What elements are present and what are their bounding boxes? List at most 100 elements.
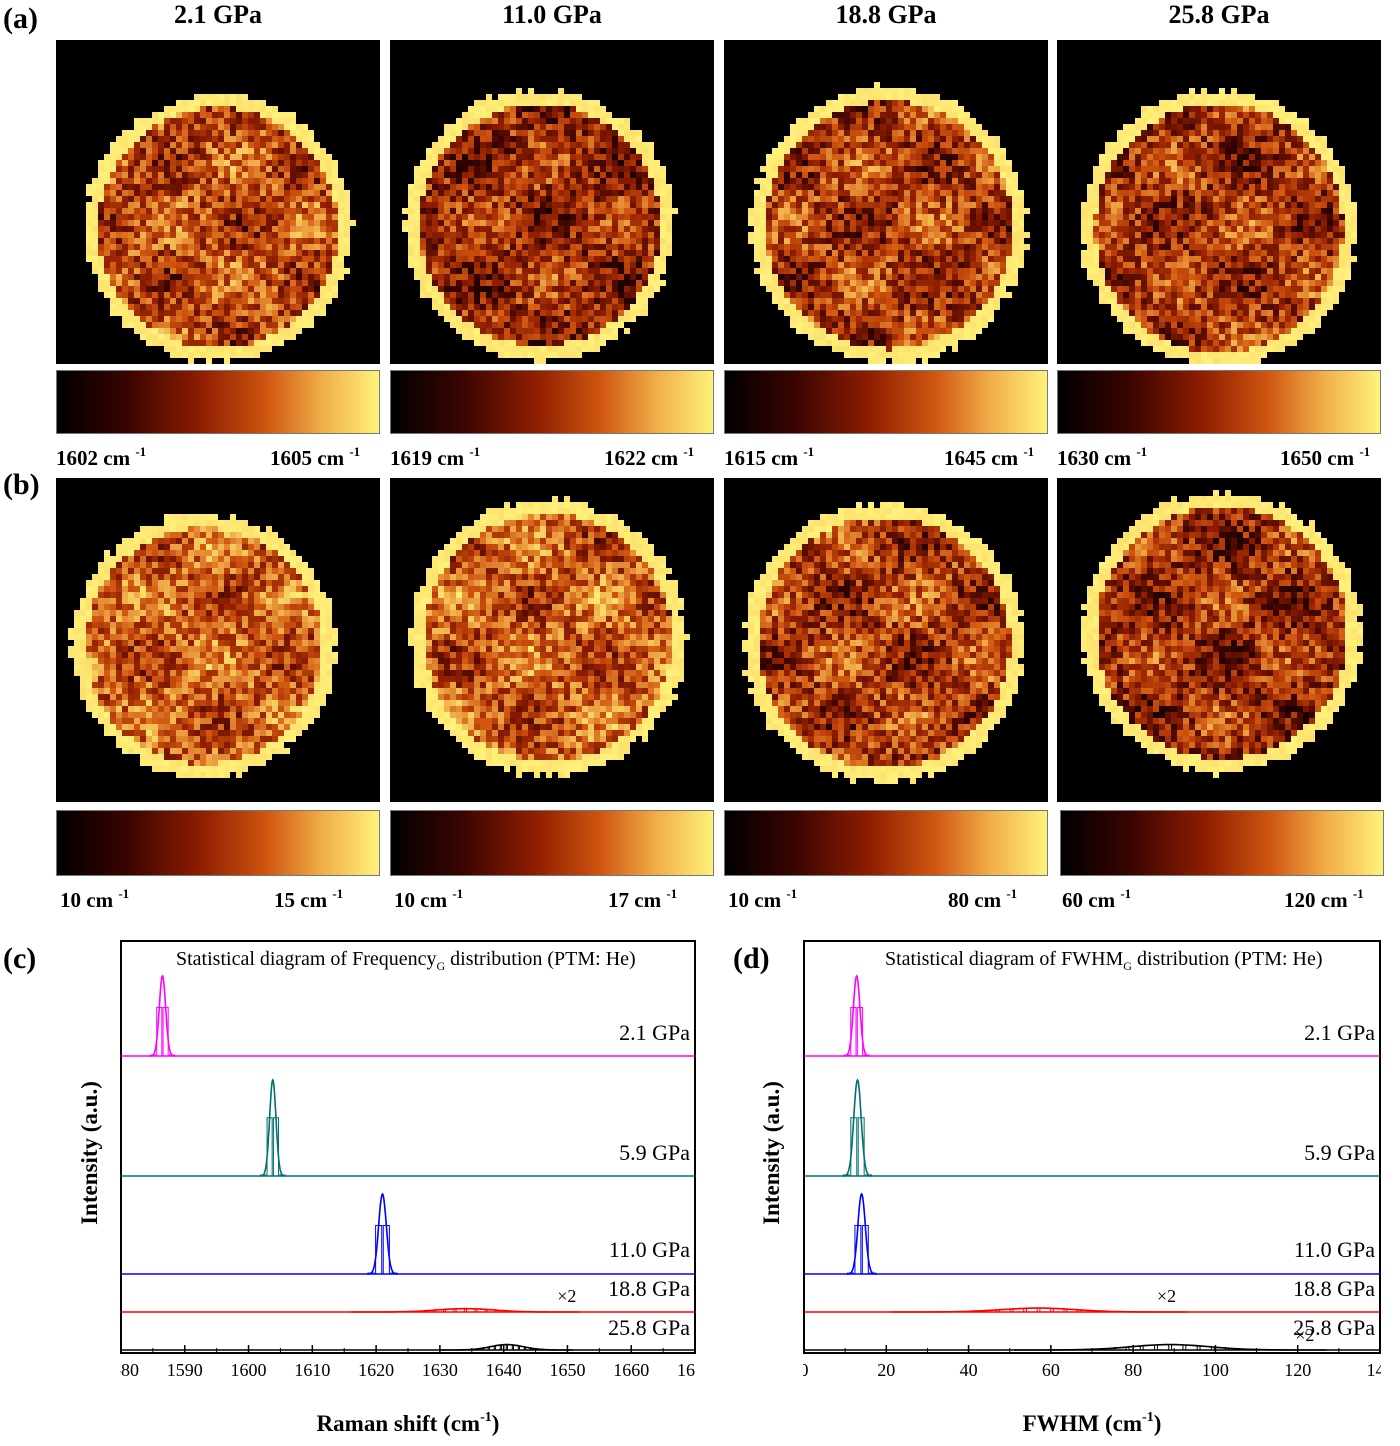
series-18-8-gpa: 18.8 GPa ×2	[121, 1276, 695, 1313]
colorbar-b2-min: 10 cm -1	[394, 886, 464, 912]
histogram-bar	[455, 1308, 465, 1313]
map-pixels	[1081, 88, 1357, 364]
map-pixels	[748, 82, 1030, 364]
histogram-bar	[506, 1344, 513, 1351]
x-tick-label: 0	[803, 1360, 809, 1376]
chart-d-xlabel: FWHM (cm-1)	[1022, 1410, 1162, 1436]
series-curve	[149, 974, 176, 1057]
x-tick-label: 1630	[422, 1360, 458, 1376]
histogram-bar	[279, 1174, 286, 1177]
frequency-map-2-1-gpa	[56, 40, 380, 364]
histogram-bar	[434, 1309, 444, 1313]
histogram-bar	[500, 1344, 507, 1351]
colorbar-b4	[1060, 810, 1384, 876]
histogram-bar	[1100, 1348, 1113, 1351]
histogram-bar	[1066, 1308, 1079, 1313]
chart-frequency: 1580 1590 1600 1610 1620 1630 1640 1650 1660 1670…	[103, 940, 713, 1380]
histogram-bar	[525, 1347, 531, 1351]
colorbar-b3-min: 10 cm -1	[728, 886, 798, 912]
histogram-bar	[512, 1344, 519, 1351]
series-curve	[1013, 1343, 1327, 1351]
histogram-bar	[266, 1117, 273, 1177]
map-pixels	[68, 514, 338, 778]
histogram-bar	[272, 1117, 280, 1177]
chart-d-title: Statistical diagram of FWHMG distributio…	[885, 948, 1323, 973]
histogram-bar	[1185, 1344, 1198, 1351]
histogram-bar	[850, 1117, 858, 1177]
histogram-bar	[1156, 1344, 1170, 1351]
x-tick-label: 60	[1042, 1360, 1060, 1376]
histogram-bar	[519, 1345, 525, 1351]
histogram-bar	[537, 1348, 543, 1351]
series-label: 18.8 GPa	[1293, 1276, 1375, 1301]
pressure-title-3: 18.8 GPa	[835, 0, 937, 29]
series-scale-note: ×2	[1295, 1325, 1314, 1345]
x-tick-label: 1650	[549, 1360, 585, 1376]
histogram-bar	[507, 1310, 518, 1313]
x-tick-label: 1660	[613, 1360, 649, 1376]
series-2-1-gpa: 2.1 GPa	[804, 974, 1380, 1057]
histogram-bar	[985, 1309, 998, 1313]
histogram-bar	[1242, 1348, 1255, 1351]
colorbar-b1	[56, 810, 380, 876]
histogram-bar	[856, 1006, 864, 1057]
colorbar-a4-min: 1630 cm -1	[1057, 444, 1148, 470]
histogram-bar	[1213, 1347, 1227, 1351]
chart-d-ylabel: Intensity (a.u.)	[759, 1081, 784, 1225]
colorbar-b4-min: 60 cm -1	[1062, 886, 1132, 912]
histogram-bar	[958, 1310, 971, 1313]
colorbar-a1	[56, 370, 380, 434]
series-scale-note: ×2	[557, 1286, 576, 1306]
colorbar-a2-max: 1622 cm -1	[604, 444, 695, 470]
fwhm-map-25-8-gpa	[1057, 478, 1381, 802]
series-curve	[846, 1192, 877, 1275]
histogram-bar	[476, 1348, 483, 1351]
map-pixels	[402, 88, 678, 364]
chart-c-ylabel: Intensity (a.u.)	[77, 1081, 102, 1225]
colorbar-b1-max: 15 cm -1	[274, 886, 344, 912]
frequency-map-25-8-gpa	[1057, 40, 1381, 364]
x-tick-label: 140	[1367, 1360, 1382, 1376]
histogram-bar	[494, 1344, 501, 1351]
histogram-bar	[842, 1174, 850, 1177]
histogram-bar	[1199, 1345, 1212, 1351]
series-label: 11.0 GPa	[609, 1237, 690, 1262]
pressure-title-1: 2.1 GPa	[173, 0, 263, 29]
series-curve	[440, 1343, 574, 1351]
histogram-bar	[1114, 1347, 1127, 1351]
histogram-bar	[367, 1272, 375, 1275]
panel-label-a: (a)	[3, 2, 38, 35]
colorbar-b2	[390, 810, 714, 876]
panel-label-c: (c)	[3, 942, 37, 975]
series-label: 5.9 GPa	[619, 1140, 690, 1165]
x-tick-label: 1620	[358, 1360, 394, 1376]
histogram-bar	[424, 1310, 434, 1313]
histogram-bar	[465, 1308, 476, 1313]
series-18-8-gpa: 18.8 GPa ×2	[804, 1276, 1380, 1313]
histogram-bar	[156, 1006, 163, 1057]
histogram-bar	[1093, 1310, 1105, 1313]
histogram-bar	[1171, 1344, 1184, 1351]
colorbar-b2-max: 17 cm -1	[608, 886, 678, 912]
histogram-bar	[1085, 1348, 1099, 1351]
series-2-1-gpa: 2.1 GPa	[121, 974, 695, 1057]
histogram-bar	[1106, 1310, 1119, 1313]
x-tick-label: 1590	[167, 1360, 203, 1376]
histogram-bar	[1227, 1348, 1241, 1351]
colorbar-a2-min: 1619 cm -1	[390, 444, 481, 470]
map-pixels	[408, 496, 690, 778]
series-label: 25.8 GPa	[608, 1315, 690, 1340]
x-tick-label: 1610	[294, 1360, 330, 1376]
histogram-bar	[854, 1224, 862, 1275]
x-tick-label: 1580	[120, 1360, 139, 1376]
series-label: 2.1 GPa	[1304, 1020, 1375, 1045]
colorbar-a4-max: 1650 cm -1	[1280, 444, 1371, 470]
x-tick-label: 40	[960, 1360, 978, 1376]
histogram-bar	[260, 1174, 267, 1177]
series-25-8-gpa: 25.8 GPa	[121, 1315, 695, 1351]
map-pixels	[86, 94, 356, 364]
colorbar-b1-min: 10 cm -1	[60, 886, 130, 912]
histogram-bar	[382, 1224, 390, 1275]
colorbar-b3-max: 80 cm -1	[948, 886, 1018, 912]
colorbar-a3-min: 1615 cm -1	[724, 444, 815, 470]
